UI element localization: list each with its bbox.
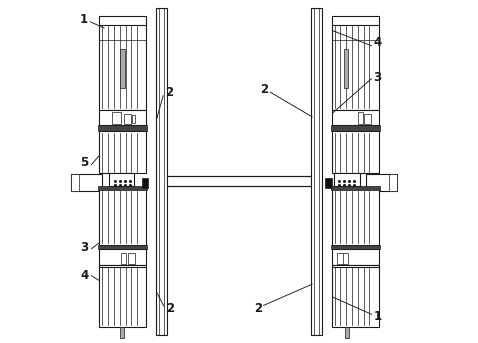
Bar <box>332 110 379 126</box>
Bar <box>99 16 146 110</box>
Bar <box>332 189 379 245</box>
Bar <box>128 253 135 264</box>
Bar <box>132 115 135 123</box>
Text: 2: 2 <box>254 301 262 315</box>
Bar <box>109 173 134 186</box>
Bar <box>71 174 79 191</box>
Bar <box>166 176 312 186</box>
Bar <box>337 253 344 264</box>
Bar <box>332 265 379 327</box>
Bar <box>120 327 124 338</box>
Bar <box>120 48 125 88</box>
Text: 2: 2 <box>261 83 269 96</box>
Text: 3: 3 <box>80 241 88 254</box>
Text: 2: 2 <box>165 86 173 99</box>
Text: 4: 4 <box>373 36 381 49</box>
Bar <box>121 253 126 264</box>
Bar <box>99 189 146 245</box>
Bar <box>389 174 397 191</box>
Bar <box>311 8 322 335</box>
Bar <box>99 249 146 265</box>
Bar <box>99 131 146 173</box>
Bar <box>345 327 349 338</box>
Bar <box>366 174 397 191</box>
Bar <box>156 8 167 335</box>
Text: 1: 1 <box>79 13 87 26</box>
Bar <box>364 114 371 124</box>
Bar <box>99 110 146 126</box>
Bar <box>332 16 379 110</box>
Bar <box>332 131 379 173</box>
Text: 4: 4 <box>80 269 89 282</box>
Bar <box>124 114 130 124</box>
Bar <box>98 245 147 249</box>
Bar <box>325 178 332 188</box>
Text: 3: 3 <box>373 71 381 84</box>
Bar <box>344 48 348 88</box>
Bar <box>71 174 102 191</box>
Bar <box>331 186 380 190</box>
Text: 2: 2 <box>166 301 174 315</box>
Text: 5: 5 <box>80 156 89 169</box>
Bar <box>98 126 147 131</box>
Bar <box>98 186 147 190</box>
Bar <box>358 113 363 125</box>
Bar <box>112 113 121 125</box>
Bar <box>141 178 149 188</box>
Bar <box>331 126 380 131</box>
Text: 1: 1 <box>373 310 381 323</box>
Bar <box>343 253 348 264</box>
Bar <box>331 245 380 249</box>
Bar <box>332 249 379 265</box>
Bar <box>334 173 360 186</box>
Bar <box>99 265 146 327</box>
